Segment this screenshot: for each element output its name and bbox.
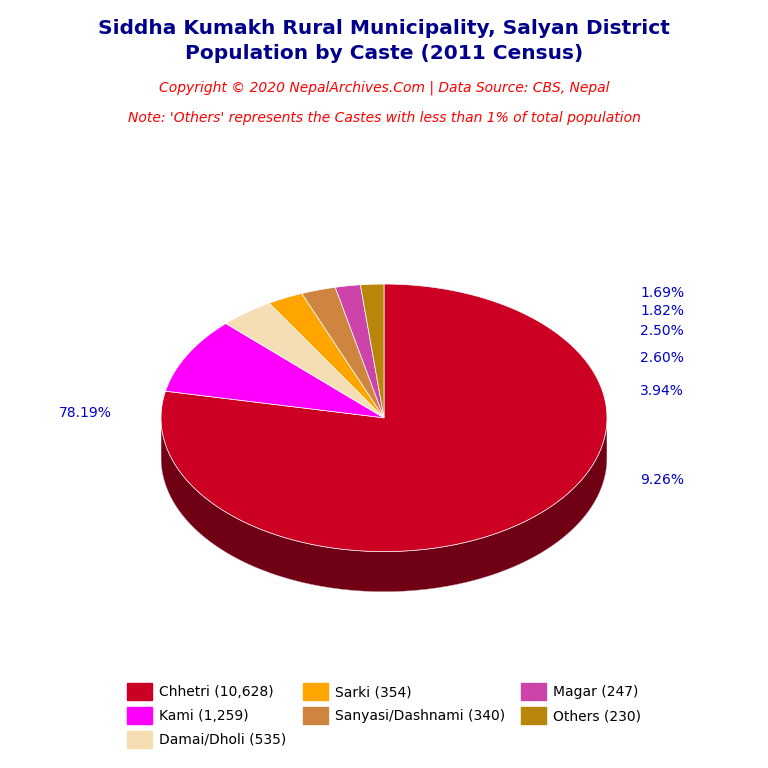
- Text: 1.82%: 1.82%: [641, 304, 684, 318]
- Text: 2.50%: 2.50%: [641, 324, 684, 338]
- PathPatch shape: [302, 287, 384, 418]
- Polygon shape: [161, 419, 607, 591]
- PathPatch shape: [360, 284, 384, 418]
- Text: 9.26%: 9.26%: [641, 473, 684, 487]
- PathPatch shape: [335, 285, 384, 418]
- Text: 2.60%: 2.60%: [641, 351, 684, 365]
- PathPatch shape: [165, 323, 384, 418]
- PathPatch shape: [226, 303, 384, 418]
- Text: Siddha Kumakh Rural Municipality, Salyan District
Population by Caste (2011 Cens: Siddha Kumakh Rural Municipality, Salyan…: [98, 19, 670, 63]
- Text: 1.69%: 1.69%: [641, 286, 684, 300]
- PathPatch shape: [161, 284, 607, 551]
- Text: Note: 'Others' represents the Castes with less than 1% of total population: Note: 'Others' represents the Castes wit…: [127, 111, 641, 125]
- Text: Copyright © 2020 NepalArchives.Com | Data Source: CBS, Nepal: Copyright © 2020 NepalArchives.Com | Dat…: [159, 81, 609, 95]
- PathPatch shape: [269, 293, 384, 418]
- Text: 78.19%: 78.19%: [59, 406, 112, 420]
- Text: 3.94%: 3.94%: [641, 384, 684, 398]
- Legend: Chhetri (10,628), Kami (1,259), Damai/Dholi (535), Sarki (354), Sanyasi/Dashnami: Chhetri (10,628), Kami (1,259), Damai/Dh…: [121, 677, 647, 753]
- Polygon shape: [161, 418, 607, 591]
